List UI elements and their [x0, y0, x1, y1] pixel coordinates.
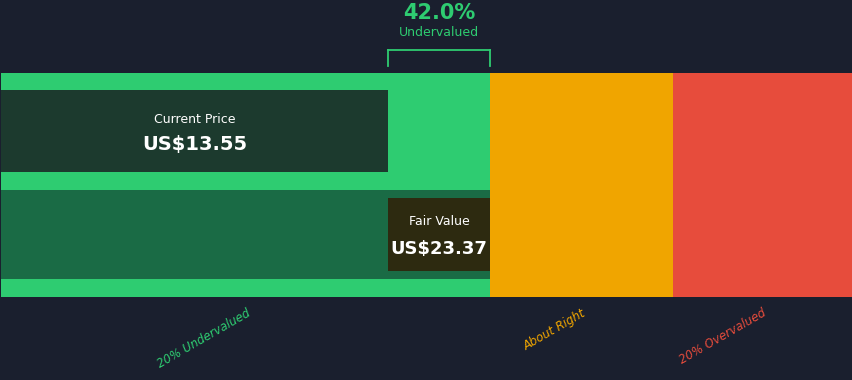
Text: 20% Undervalued: 20% Undervalued [154, 307, 252, 370]
Text: US$23.37: US$23.37 [390, 240, 487, 258]
Text: About Right: About Right [521, 307, 588, 353]
Bar [490, 73, 672, 297]
Text: Current Price: Current Price [154, 113, 235, 126]
Text: 20% Overvalued: 20% Overvalued [676, 307, 768, 367]
Text: 42.0%: 42.0% [403, 3, 475, 23]
Bar [2, 190, 490, 279]
Bar [2, 73, 490, 297]
Bar [672, 73, 850, 297]
Text: Undervalued: Undervalued [399, 26, 479, 39]
Bar [388, 198, 490, 271]
Bar [2, 90, 388, 173]
Text: US$13.55: US$13.55 [142, 135, 247, 154]
Text: Fair Value: Fair Value [408, 215, 469, 228]
Bar [2, 98, 388, 165]
